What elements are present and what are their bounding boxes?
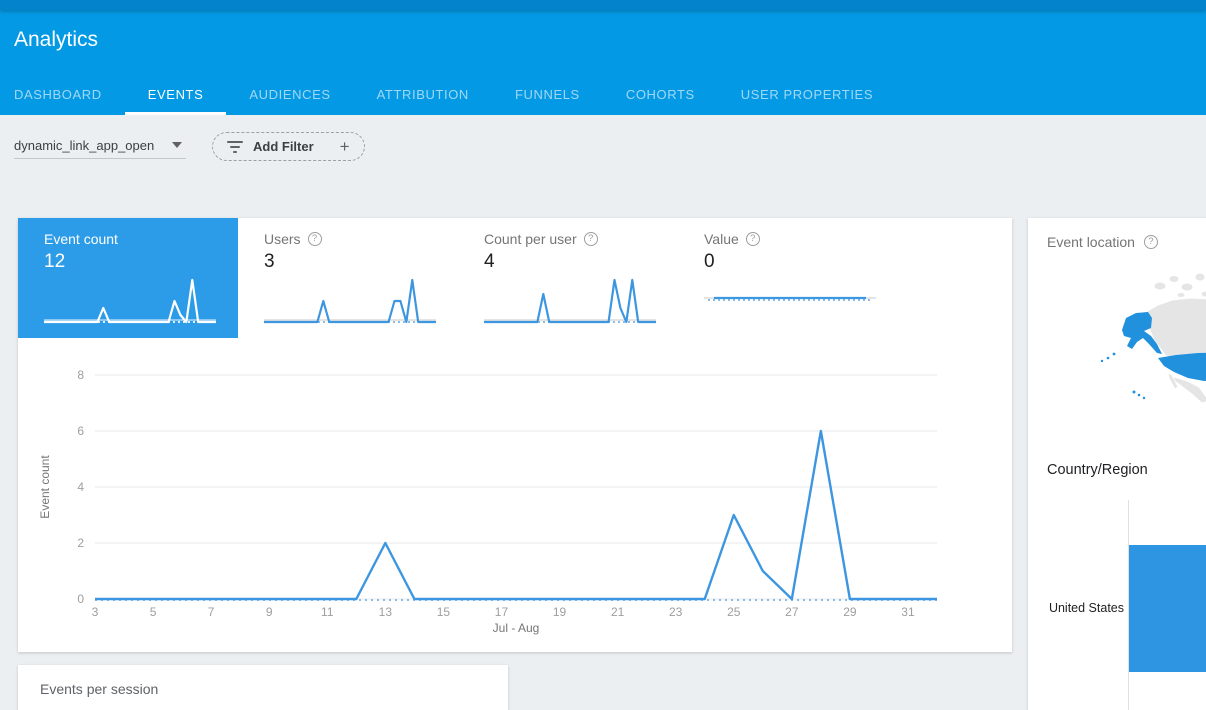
world-map-north-america (1086, 268, 1206, 448)
app-header: Analytics DASHBOARD EVENTS AUDIENCES ATT… (0, 0, 1206, 115)
tab-funnels[interactable]: FUNNELS (492, 77, 603, 115)
svg-text:Event count: Event count (38, 455, 52, 519)
svg-text:21: 21 (611, 605, 625, 619)
add-filter-label: Add Filter (253, 139, 314, 154)
svg-text:19: 19 (553, 605, 567, 619)
event-select-value: dynamic_link_app_open (14, 138, 154, 153)
svg-text:29: 29 (843, 605, 857, 619)
tab-dashboard[interactable]: DASHBOARD (0, 77, 125, 115)
svg-text:17: 17 (495, 605, 509, 619)
chevron-down-icon (172, 142, 182, 148)
events-per-session-card: Events per session (18, 665, 508, 710)
metric-tile-count-per-user[interactable]: Count per user 4 (458, 218, 678, 338)
svg-text:8: 8 (77, 368, 84, 382)
browser-top-strip (0, 0, 1206, 10)
tab-events[interactable]: EVENTS (125, 77, 227, 115)
add-filter-button[interactable]: Add Filter + (212, 132, 365, 161)
metric-value: 12 (44, 251, 65, 273)
tab-audiences[interactable]: AUDIENCES (226, 77, 353, 115)
metric-label: Count per user (484, 231, 577, 247)
event-detail-card: 0 2 4 6 8 3 5 7 9 11 13 15 17 19 21 23 25 27 29 31 Jul - Aug… (18, 218, 1012, 652)
users-sparkline (264, 272, 436, 330)
filter-icon (227, 141, 243, 153)
svg-text:3: 3 (92, 605, 99, 619)
svg-text:4: 4 (77, 480, 84, 494)
tab-attribution[interactable]: ATTRIBUTION (354, 77, 492, 115)
svg-text:7: 7 (208, 605, 215, 619)
help-icon[interactable] (308, 232, 322, 246)
page-title: Analytics (14, 28, 98, 52)
metric-label: Event count (44, 231, 118, 247)
event-location-title: Event location (1047, 234, 1135, 250)
svg-text:Jul - Aug: Jul - Aug (493, 621, 540, 635)
metric-tile-event-count[interactable]: Event count 12 (18, 218, 238, 338)
svg-text:31: 31 (901, 605, 915, 619)
united-states-bar[interactable] (1129, 545, 1206, 672)
metric-tile-value[interactable]: Value 0 (678, 218, 898, 338)
value-sparkline (704, 272, 876, 330)
help-icon[interactable] (1144, 235, 1158, 249)
metric-tile-users[interactable]: Users 3 (238, 218, 458, 338)
tab-cohorts[interactable]: COHORTS (603, 77, 718, 115)
count-per-user-sparkline (484, 272, 656, 330)
events-per-session-title: Events per session (40, 681, 158, 697)
svg-text:6: 6 (77, 424, 84, 438)
svg-text:25: 25 (727, 605, 741, 619)
svg-text:27: 27 (785, 605, 799, 619)
main-nav-tabs: DASHBOARD EVENTS AUDIENCES ATTRIBUTION F… (0, 77, 896, 115)
svg-text:11: 11 (321, 605, 334, 619)
help-icon[interactable] (746, 232, 760, 246)
metric-value: 4 (484, 251, 495, 273)
help-icon[interactable] (584, 232, 598, 246)
svg-text:9: 9 (266, 605, 273, 619)
country-region-heading: Country/Region (1047, 462, 1148, 478)
metric-label: Value (704, 231, 739, 247)
event-select-dropdown[interactable]: dynamic_link_app_open (14, 132, 186, 159)
event-count-sparkline (44, 272, 216, 330)
tab-user-properties[interactable]: USER PROPERTIES (718, 77, 896, 115)
united-states-label: United States (1028, 601, 1124, 615)
svg-text:5: 5 (150, 605, 157, 619)
metric-value: 0 (704, 251, 715, 273)
metric-value: 3 (264, 251, 275, 273)
svg-text:2: 2 (77, 536, 84, 550)
plus-icon: + (340, 138, 350, 155)
svg-text:23: 23 (669, 605, 683, 619)
event-location-card: Event location (1028, 218, 1206, 710)
svg-text:13: 13 (379, 605, 393, 619)
metric-label: Users (264, 231, 301, 247)
svg-text:0: 0 (77, 592, 84, 606)
svg-text:15: 15 (437, 605, 451, 619)
